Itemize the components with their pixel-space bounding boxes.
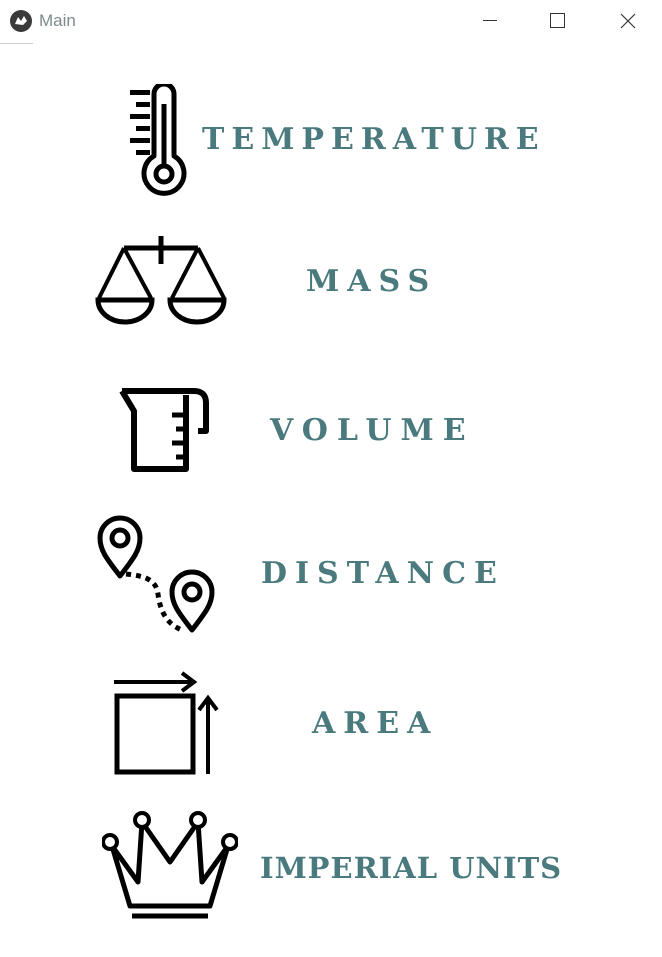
menu-item-imperial-units[interactable]: IMPERIAL UNITS (80, 806, 563, 924)
menu-item-volume[interactable]: VOLUME (80, 383, 560, 479)
menu-label-volume: VOLUME (270, 413, 475, 448)
menu-label-temperature: TEMPERATURE (202, 122, 546, 157)
window-title: Main (39, 11, 76, 30)
menu-label-mass: MASS (306, 264, 438, 299)
menu-item-mass[interactable]: MASS (80, 232, 560, 332)
measuring-cup-icon (119, 388, 209, 472)
area-square-icon (114, 671, 219, 775)
menu-label-area: AREA (312, 706, 439, 741)
maximize-icon (550, 13, 565, 28)
app-logo-icon (10, 10, 32, 32)
minimize-button[interactable] (467, 0, 513, 42)
scale-icon (95, 236, 227, 325)
minimize-icon (483, 20, 497, 21)
title-underline (0, 43, 33, 44)
crown-icon (102, 811, 238, 919)
maximize-button[interactable] (535, 0, 581, 42)
close-icon (620, 13, 636, 29)
menu-item-temperature[interactable]: TEMPERATURE (80, 82, 560, 200)
menu-label-imperial-units: IMPERIAL UNITS (260, 851, 563, 885)
title-bar: Main (0, 0, 662, 44)
menu-item-distance[interactable]: DISTANCE (80, 514, 560, 638)
menu-item-area[interactable]: AREA (80, 668, 560, 778)
map-route-icon (97, 515, 215, 633)
thermometer-icon (130, 84, 187, 196)
menu-label-distance: DISTANCE (261, 556, 505, 591)
close-button[interactable] (605, 0, 651, 42)
